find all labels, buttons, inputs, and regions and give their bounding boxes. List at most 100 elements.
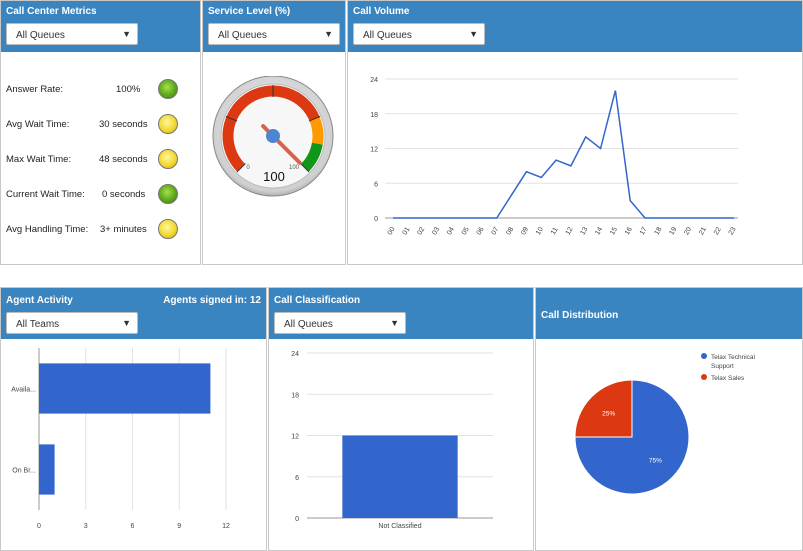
metric-row: Avg Wait Time: 30 seconds: [6, 114, 186, 134]
agent-activity-panel: Agent Activity Agents signed in: 12 All …: [0, 287, 267, 551]
yellow-status-light-icon: [158, 219, 178, 239]
x-tick-label: 23: [728, 226, 738, 236]
x-category-label: Not Classified: [378, 523, 421, 530]
legend-entry: Telax Technical Support: [711, 354, 756, 370]
y-tick-label: 12: [291, 434, 299, 441]
call-classification-panel: Call Classification All Queues ▼ 0 6 12 18 2…: [268, 287, 534, 551]
gauge-bands: [222, 85, 324, 172]
x-tick-label: 05: [461, 226, 471, 236]
metric-value: 0 seconds: [102, 189, 146, 200]
agents-signed-in: Agents signed in: 12: [163, 295, 261, 306]
gauge-readout: 100: [263, 169, 285, 184]
panel-title: Call Center Metrics: [6, 6, 97, 17]
green-status-light-icon: [158, 184, 178, 204]
x-tick-label: 13: [579, 226, 589, 236]
metric-label: Current Wait Time:: [6, 189, 85, 200]
queue-select[interactable]: All Queues ▼: [353, 23, 485, 45]
call-volume-panel: Call Volume All Queues ▼ 0 6 12 18 24 00 01 02 0…: [347, 0, 803, 265]
queue-select-value: All Queues: [284, 319, 333, 330]
green-status-light-icon: [158, 79, 178, 99]
call-distribution-chart: 75% 25% Telax Technical Support Telax Sales: [574, 353, 756, 495]
x-tick-label: 10: [535, 226, 545, 236]
x-tick-label: 19: [668, 226, 678, 236]
queue-select-value: All Queues: [218, 30, 267, 41]
metric-label: Max Wait Time:: [6, 154, 72, 165]
legend-entry-line: Telax Technical: [711, 354, 756, 361]
x-tick-label: 00: [387, 226, 397, 236]
legend-entry-line: Support: [711, 363, 734, 370]
x-tick-label: 06: [476, 226, 486, 236]
gauge-min-label: 0: [246, 165, 250, 171]
gauge-tick: [236, 163, 246, 173]
metric-label: Avg Handling Time:: [6, 224, 89, 235]
chevron-down-icon: ▼: [469, 29, 478, 39]
panel-title: Service Level (%): [208, 6, 291, 17]
metric-value: 3+ minutes: [100, 224, 147, 235]
pie-slice: [574, 379, 633, 438]
call-center-metrics-panel: Call Center Metrics All Queues ▼ Answer …: [0, 0, 201, 265]
gauge-ticks: [225, 85, 321, 173]
chevron-down-icon: ▼: [390, 318, 399, 328]
y-tick-label: 0: [295, 516, 299, 523]
panel-header: Call Classification All Queues ▼: [269, 288, 533, 339]
metric-label: Avg Wait Time:: [6, 119, 70, 130]
team-select[interactable]: All Teams ▼: [6, 312, 138, 334]
panel-header: Call Distribution: [536, 288, 802, 339]
x-tick-label: 0: [37, 523, 41, 530]
queue-select[interactable]: All Queues ▼: [208, 23, 340, 45]
x-tick-label: 11: [550, 226, 560, 236]
panel-title: Call Volume: [353, 6, 410, 17]
panel-header: Call Center Metrics All Queues ▼: [1, 1, 200, 52]
metric-row: Answer Rate: 100%: [6, 79, 186, 99]
gauge-hub: [266, 129, 280, 143]
x-tick-label: 08: [505, 226, 515, 236]
x-tick-label: 20: [683, 226, 693, 236]
panel-title: Call Distribution: [541, 310, 619, 321]
panel-title: Agent Activity: [6, 295, 73, 306]
gauge-band-red: [222, 85, 320, 172]
x-tick-label: 21: [698, 226, 708, 236]
panel-header: Call Volume All Queues ▼: [348, 1, 802, 52]
x-tick-label: 04: [446, 226, 456, 236]
bar: [342, 435, 458, 518]
x-tick-label: 22: [713, 226, 723, 236]
pie-slice-label: 25%: [602, 411, 615, 418]
call-classification-chart: 0 6 12 18 24 Not Classified: [291, 351, 493, 530]
gauge-tick: [300, 163, 310, 173]
y-tick-label: 6: [374, 181, 378, 188]
y-tick-label: 6: [295, 475, 299, 482]
gauge-max-label: 100: [289, 165, 300, 171]
agent-activity-chart: 0 3 6 9 12 Availa... On Br...: [11, 348, 230, 530]
legend-entry: Telax Sales: [711, 375, 745, 382]
x-tick-label: 03: [431, 226, 441, 236]
queue-select-value: All Queues: [363, 30, 412, 41]
x-tick-label: 15: [609, 226, 619, 236]
team-select-value: All Teams: [16, 319, 60, 330]
y-tick-label: 0: [374, 216, 378, 223]
x-tick-label: 18: [654, 226, 664, 236]
x-tick-label: 16: [624, 226, 634, 236]
x-tick-label: 9: [177, 523, 181, 530]
bar: [39, 444, 55, 495]
panel-title: Call Classification: [274, 295, 361, 306]
panel-header: Agent Activity Agents signed in: 12 All …: [1, 288, 266, 339]
queue-select-value: All Queues: [16, 30, 65, 41]
x-tick-label: 01: [402, 226, 412, 236]
queue-select[interactable]: All Queues ▼: [6, 23, 138, 45]
queue-select[interactable]: All Queues ▼: [274, 312, 406, 334]
y-category-label: On Br...: [12, 468, 36, 475]
service-level-panel: Service Level (%) All Queues ▼ 0 100 100: [202, 0, 346, 265]
metric-label: Answer Rate:: [6, 84, 64, 95]
yellow-status-light-icon: [158, 114, 178, 134]
x-tick-label: 12: [222, 523, 230, 530]
metric-value: 30 seconds: [99, 119, 148, 130]
chevron-down-icon: ▼: [324, 29, 333, 39]
legend-marker: [701, 374, 707, 380]
x-tick-label: 02: [416, 226, 426, 236]
y-tick-label: 18: [370, 112, 378, 119]
x-tick-label: 3: [84, 523, 88, 530]
y-tick-label: 24: [291, 351, 299, 358]
yellow-status-light-icon: [158, 149, 178, 169]
series-line: [393, 90, 734, 219]
metric-row: Avg Handling Time: 3+ minutes: [6, 219, 186, 239]
